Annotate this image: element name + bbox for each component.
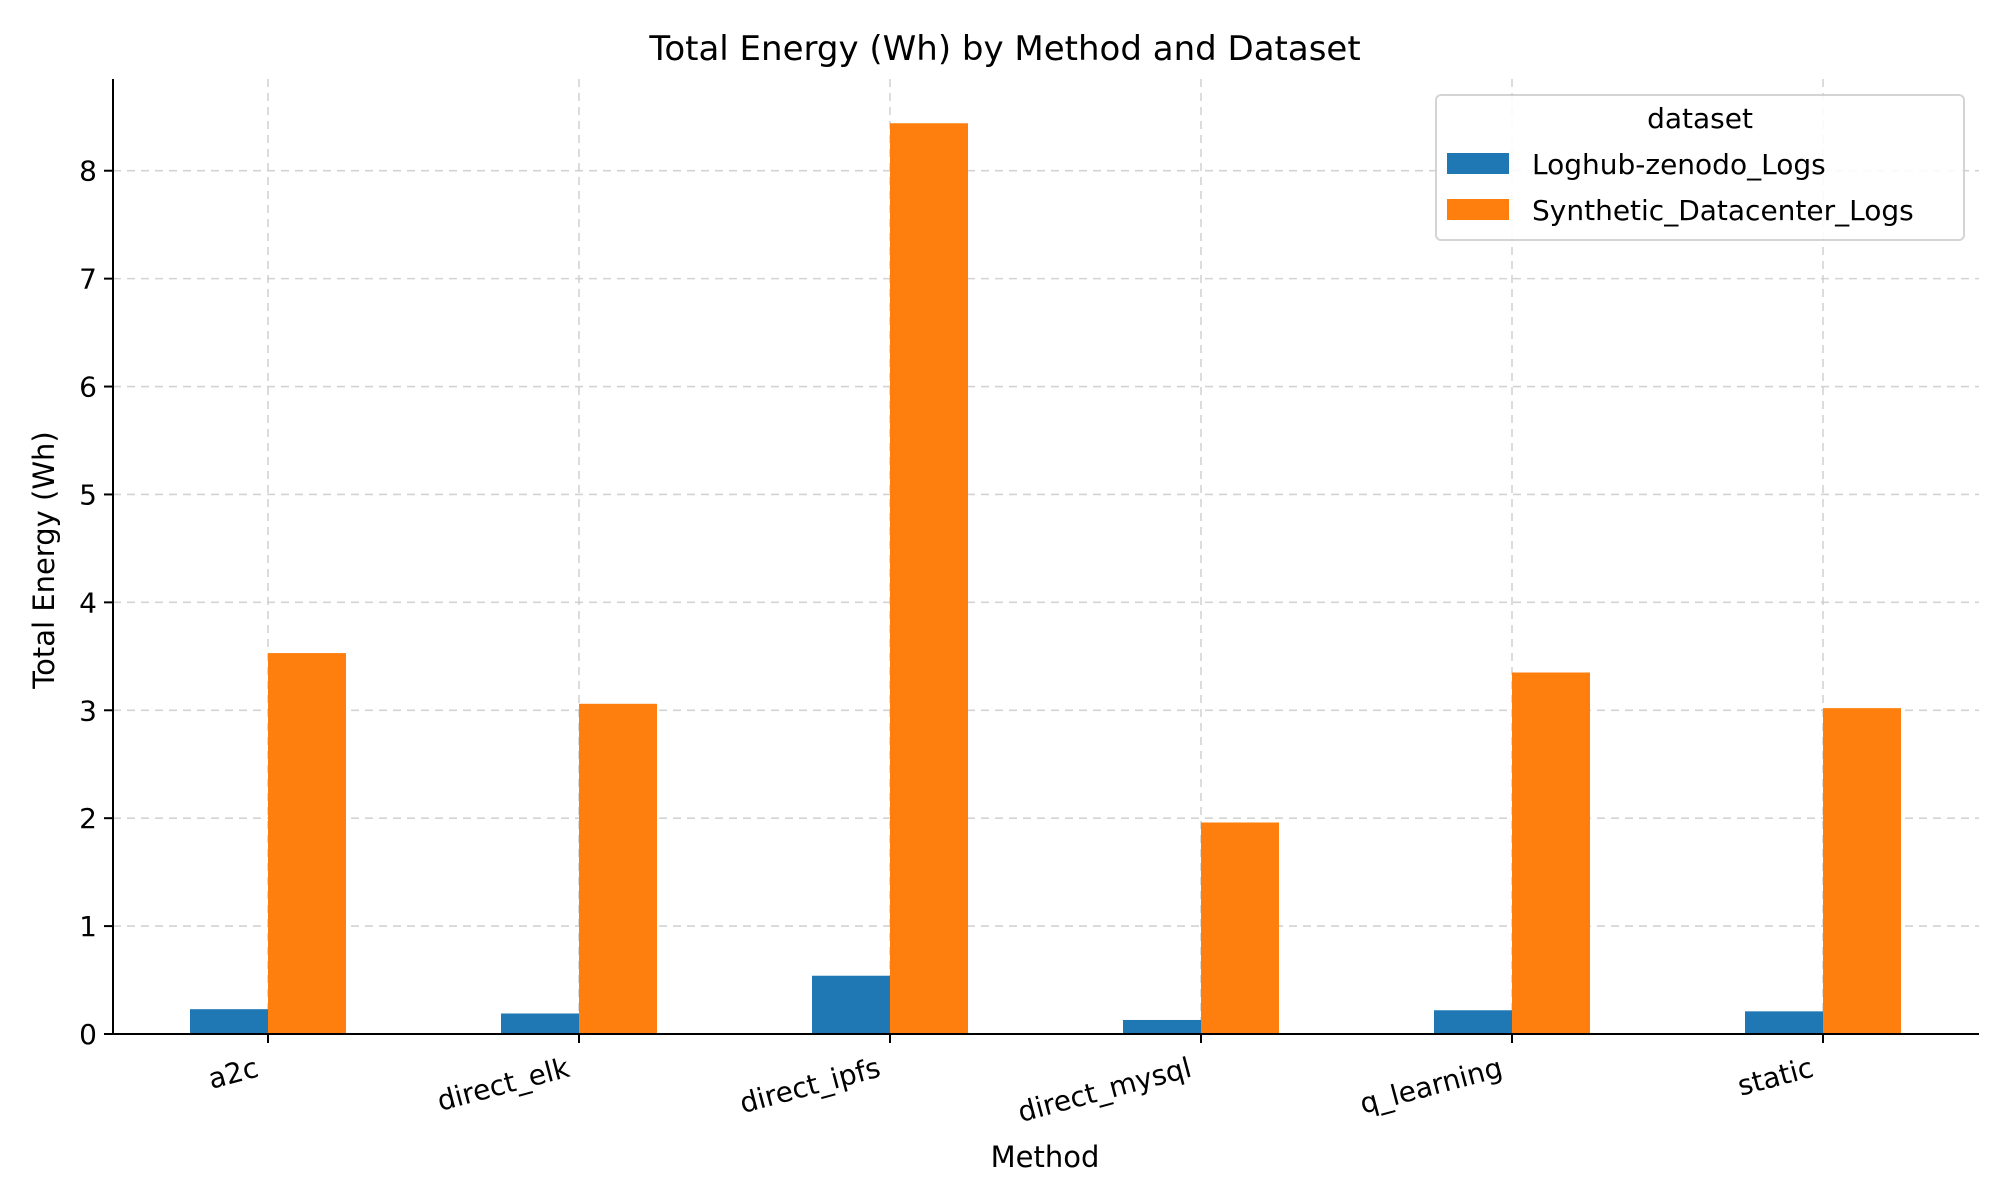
y-tick-label-1: 1: [79, 910, 97, 943]
bar-loghub-zenodo-logs-direct-mysql: [1123, 1019, 1201, 1034]
bar-loghub-zenodo-logs-direct-elk: [501, 1013, 579, 1034]
y-tick-label-0: 0: [79, 1018, 97, 1051]
bar-loghub-zenodo-logs-q-learning: [1434, 1010, 1512, 1034]
legend-swatch-loghub: [1447, 153, 1509, 174]
y-tick-label-6: 6: [79, 371, 97, 404]
bar-synthetic-datacenter-logs-a2c: [268, 653, 346, 1034]
bar-loghub-zenodo-logs-direct-ipfs: [812, 975, 890, 1034]
legend-box: [1435, 94, 1965, 241]
legend-title: dataset: [1647, 102, 1753, 135]
x-tick-label-direct-mysql: direct_mysql: [1014, 1051, 1195, 1129]
y-axis-label: Total Energy (Wh): [27, 431, 61, 689]
x-tick-label-static: static: [1734, 1051, 1817, 1103]
legend-label-loghub: Loghub-zenodo_Logs: [1532, 148, 1826, 181]
y-tick-label-4: 4: [79, 586, 97, 619]
bar-synthetic-datacenter-logs-direct-mysql: [1201, 822, 1279, 1034]
x-tick-label-direct-elk: direct_elk: [434, 1051, 574, 1118]
bar-synthetic-datacenter-logs-q-learning: [1512, 672, 1590, 1034]
axes-layer: [112, 79, 1979, 1035]
legend-label-synthetic: Synthetic_Datacenter_Logs: [1532, 194, 1914, 227]
legend: dataset Loghub-zenodo_Logs Synthetic_Dat…: [1435, 94, 1965, 241]
chart-title: Total Energy (Wh) by Method and Dataset: [648, 29, 1360, 69]
y-tick-label-2: 2: [79, 802, 97, 835]
x-tick-label-q-learning: q_learning: [1356, 1051, 1506, 1121]
bar-synthetic-datacenter-logs-direct-ipfs: [890, 123, 968, 1035]
bars-layer: [190, 123, 1901, 1035]
y-tick-label-7: 7: [79, 263, 97, 296]
y-tick-label-8: 8: [79, 155, 97, 188]
bar-synthetic-datacenter-logs-static: [1823, 708, 1901, 1034]
y-tick-label-3: 3: [79, 694, 97, 727]
bar-loghub-zenodo-logs-static: [1745, 1011, 1823, 1034]
bar-synthetic-datacenter-logs-direct-elk: [579, 703, 657, 1034]
x-axis-label: Method: [991, 1140, 1100, 1174]
x-tick-label-a2c: a2c: [205, 1051, 262, 1096]
legend-swatch-synthetic: [1447, 199, 1509, 220]
x-tick-label-direct-ipfs: direct_ipfs: [736, 1051, 884, 1120]
bar-loghub-zenodo-logs-a2c: [190, 1009, 268, 1034]
y-tick-label-5: 5: [79, 478, 97, 511]
